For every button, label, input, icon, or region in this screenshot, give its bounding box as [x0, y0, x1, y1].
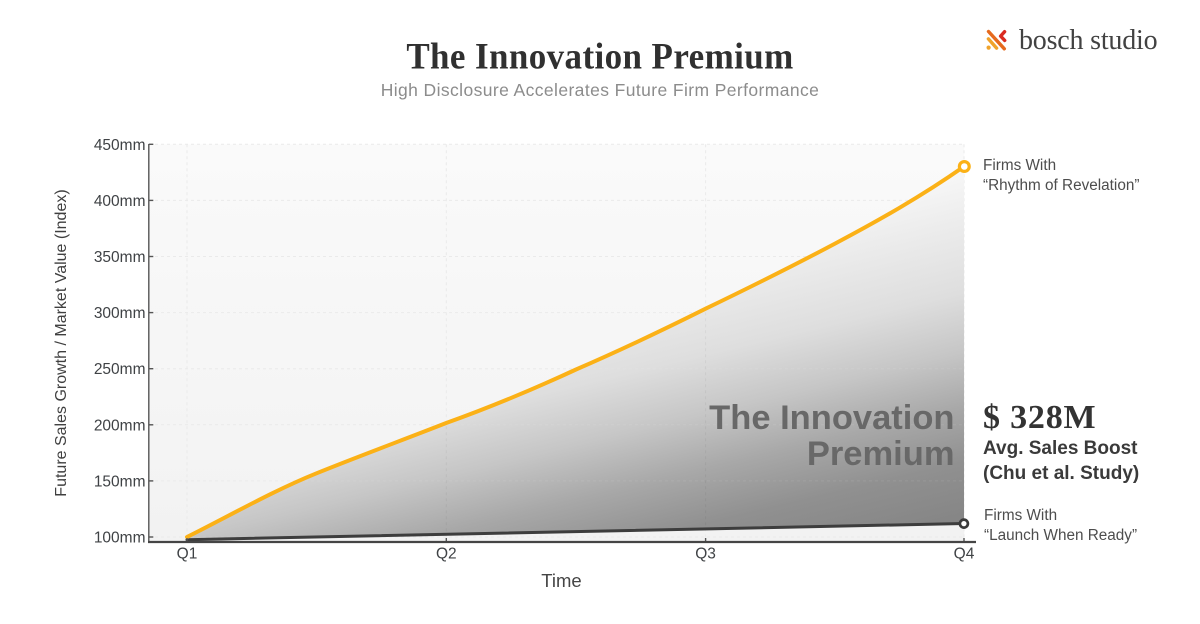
svg-text:Q1: Q1 [177, 546, 198, 563]
svg-text:400mm: 400mm [94, 193, 146, 210]
svg-text:250mm: 250mm [94, 361, 146, 378]
svg-text:Time: Time [541, 570, 581, 591]
svg-text:200mm: 200mm [94, 417, 146, 434]
svg-text:300mm: 300mm [94, 305, 146, 322]
svg-text:450mm: 450mm [94, 137, 146, 154]
svg-text:Q3: Q3 [695, 546, 716, 563]
svg-text:150mm: 150mm [94, 473, 146, 490]
svg-text:Q4: Q4 [954, 546, 975, 563]
svg-text:Q2: Q2 [436, 546, 457, 563]
svg-text:100mm: 100mm [94, 530, 146, 547]
svg-text:350mm: 350mm [94, 249, 146, 266]
